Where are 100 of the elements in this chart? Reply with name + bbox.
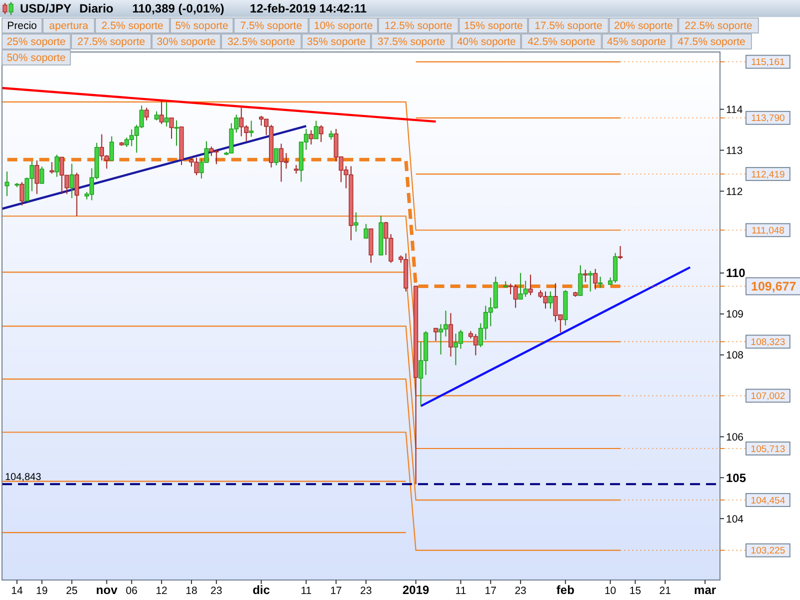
annotation: 113,790: [751, 113, 785, 124]
x-tick-label: 11: [455, 585, 466, 597]
candlestick: [154, 110, 159, 121]
candlestick: [54, 154, 60, 178]
text: 2.5% soporte: [101, 20, 164, 32]
candlestick: [274, 148, 278, 166]
x-tick-label: 23: [360, 585, 372, 597]
annotation: 115,161: [751, 57, 785, 68]
candlestick: [308, 130, 314, 145]
x-tick-label: 19: [36, 585, 48, 597]
text: 12-feb-2019 14:42:11: [250, 2, 367, 16]
x-tick-label: nov: [96, 583, 118, 597]
y-tick-label: 109: [726, 308, 744, 321]
text: 47.5% soporte: [678, 36, 746, 48]
x-tick-label: 23: [210, 585, 222, 597]
x-tick-label: 15: [629, 585, 642, 597]
text: 40% soporte: [456, 36, 516, 48]
text: 17.5% soporte: [534, 20, 602, 32]
candlestick: [354, 212, 358, 232]
candlestick: [20, 182, 24, 206]
chart-subtitle: Diario: [79, 2, 114, 16]
candlestick: [434, 328, 438, 342]
annotation: 108,323: [750, 336, 786, 348]
text: apertura: [49, 20, 88, 32]
candlestick: [169, 117, 174, 140]
y-tick-label: 112: [726, 186, 743, 198]
candlestick: [618, 246, 623, 260]
x-tick-label: feb: [556, 583, 574, 597]
x-tick-label: 10: [604, 585, 616, 597]
x-tick-label: 14: [11, 585, 23, 597]
annotation: 50% soporte: [6, 52, 66, 64]
annotation: 112,419: [751, 169, 785, 180]
x-tick-label: 12: [156, 585, 168, 597]
candlestick: [50, 162, 54, 174]
x-tick-label: mar: [694, 583, 716, 597]
x-tick-label: 11: [300, 585, 312, 597]
candlestick: [578, 264, 583, 296]
y-tick-label: 114: [726, 104, 743, 116]
candlestick: [583, 269, 588, 283]
text: 5% soporte: [175, 20, 228, 32]
candlestick: [4, 171, 10, 197]
candlestick: [588, 270, 593, 292]
text: 110,389 (-0,01%): [132, 2, 224, 16]
candlestick: [34, 160, 40, 195]
candlestick: [144, 107, 149, 121]
annotation: 111,048: [751, 225, 784, 236]
text: 25% soporte: [6, 36, 66, 48]
x-tick-label: 06: [126, 585, 138, 597]
y-tick-label: 104: [726, 513, 744, 526]
ref-line-label: 104,843: [5, 472, 42, 484]
candlestick: [40, 166, 44, 184]
x-tick-label: 17: [484, 585, 497, 597]
text: 45% soporte: [607, 36, 666, 48]
candlestick: [249, 120, 254, 138]
candlestick: [364, 223, 368, 239]
text: 15% soporte: [464, 20, 524, 32]
text: 32.5% soporte: [227, 36, 296, 48]
annotation: 107,002: [750, 391, 786, 402]
candlestick: [548, 290, 553, 310]
x-tick-label: 17: [330, 585, 342, 597]
text: 30% soporte: [156, 36, 216, 48]
candlestick: [528, 274, 533, 296]
y-tick-label: 106: [726, 431, 744, 444]
x-tick-label: 18: [186, 585, 198, 597]
candlestick: [448, 312, 453, 358]
text: 12.5% soporte: [384, 20, 452, 32]
y-tick-label: 108: [726, 350, 744, 362]
candlestick: [70, 163, 74, 199]
candlestick: [314, 120, 318, 140]
candlestick: [109, 136, 114, 161]
y-tick-label: 110: [726, 266, 746, 280]
text: 27.5% soporte: [77, 36, 146, 48]
candlestick: [159, 100, 164, 125]
x-tick-label: dic: [252, 583, 270, 597]
annotation: 109,677: [751, 280, 796, 294]
candlestick: [164, 102, 169, 127]
annotation: 105,713: [750, 444, 786, 455]
x-tick-label: 23: [514, 585, 527, 597]
text: 35% soporte: [306, 36, 366, 48]
candlestick: [318, 124, 324, 143]
y-tick-label: 105: [726, 470, 746, 485]
candlestick: [74, 172, 80, 217]
text: 7.5% soporte: [240, 20, 302, 32]
text: 10% soporte: [314, 20, 373, 32]
text: 20% soporte: [614, 20, 674, 32]
text: 42.5% soporte: [528, 36, 596, 48]
candlestick: [598, 276, 603, 288]
text: Precio: [7, 20, 38, 32]
candlestick: [593, 268, 598, 290]
annotation: 103,225: [750, 546, 786, 557]
text: 22.5% soporte: [684, 20, 753, 32]
y-tick-label: 113: [726, 144, 743, 157]
text: 37.5% soporte: [378, 36, 446, 48]
x-tick-label: 25: [66, 585, 78, 597]
annotation: 104,454: [750, 495, 786, 506]
x-tick-label: 21: [659, 585, 672, 597]
candlestick: [328, 130, 334, 140]
x-tick-label: 2019: [402, 583, 430, 597]
chart-title: USD/JPY: [20, 2, 72, 16]
candlestick: [174, 120, 179, 146]
